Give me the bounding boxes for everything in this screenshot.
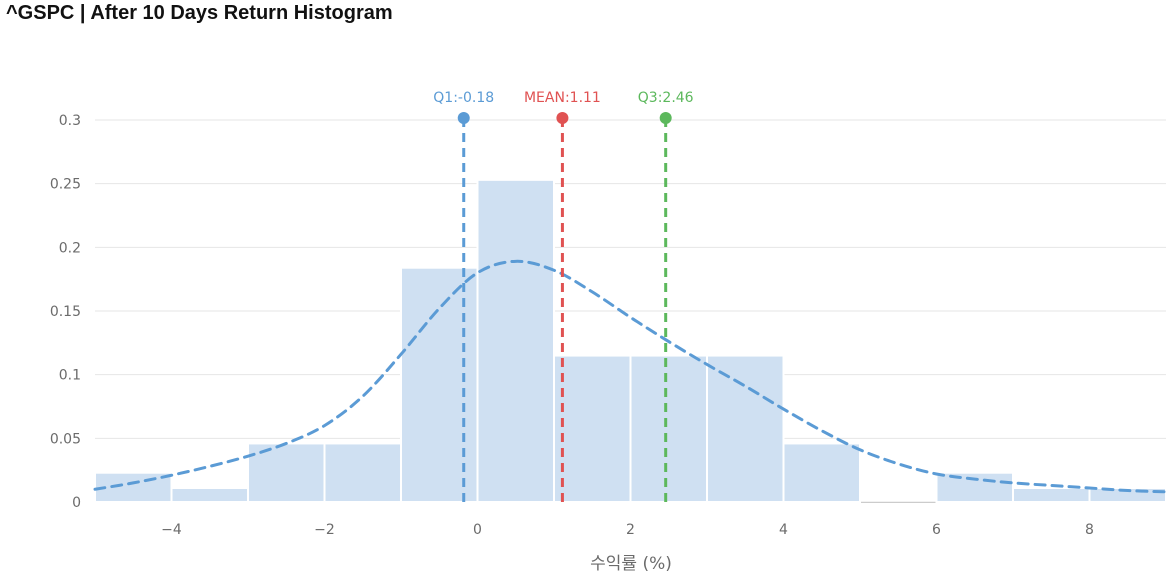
histogram-bar: [170, 486, 249, 504]
q3-label: Q3:2.46: [638, 90, 694, 106]
histogram-bars: [94, 178, 1167, 504]
histogram-bar: [1012, 486, 1091, 504]
x-tick-label: −4: [161, 522, 182, 538]
x-axis-label: 수익률 (%): [590, 554, 672, 574]
q1-label: Q1:-0.18: [433, 90, 494, 106]
x-tick-label: 6: [932, 522, 941, 538]
q1-dot: [457, 112, 470, 124]
y-axis-ticks: 0 0.05 0.1 0.15 0.2 0.25 0.3: [50, 113, 81, 511]
histogram-bar: [629, 354, 708, 504]
histogram-bar: [782, 442, 861, 503]
histogram-bar: [553, 354, 632, 504]
x-tick-label: −2: [314, 522, 335, 538]
y-tick-label: 0.3: [59, 113, 81, 129]
histogram-bar: [935, 471, 1014, 504]
y-tick-label: 0.15: [50, 304, 81, 320]
stat-markers: Q1:-0.18 MEAN:1.11 Q3:2.46: [433, 90, 694, 502]
y-tick-label: 0.25: [50, 177, 81, 193]
density-curve: [93, 259, 1168, 494]
x-tick-label: 8: [1085, 522, 1094, 538]
y-tick-label: 0.05: [50, 431, 81, 447]
y-tick-label: 0.1: [59, 368, 81, 384]
x-tick-label: 0: [473, 522, 482, 538]
mean-dot: [556, 112, 569, 124]
histogram-bar: [94, 471, 173, 504]
y-tick-label: 0: [72, 495, 81, 511]
q3-dot: [659, 112, 672, 124]
histogram-bar: [323, 442, 402, 503]
histogram-bar: [400, 266, 479, 503]
x-tick-label: 4: [779, 522, 788, 538]
chart-title: ^GSPC | After 10 Days Return Histogram: [6, 2, 393, 24]
histogram-bar: [476, 178, 555, 503]
kde-line: [93, 259, 1168, 494]
x-axis-ticks: −4 −2 0 2 4 6 8: [161, 522, 1094, 538]
y-tick-label: 0.2: [59, 240, 81, 256]
histogram-bar: [706, 354, 785, 504]
x-tick-label: 2: [626, 522, 635, 538]
mean-label: MEAN:1.11: [524, 90, 601, 106]
